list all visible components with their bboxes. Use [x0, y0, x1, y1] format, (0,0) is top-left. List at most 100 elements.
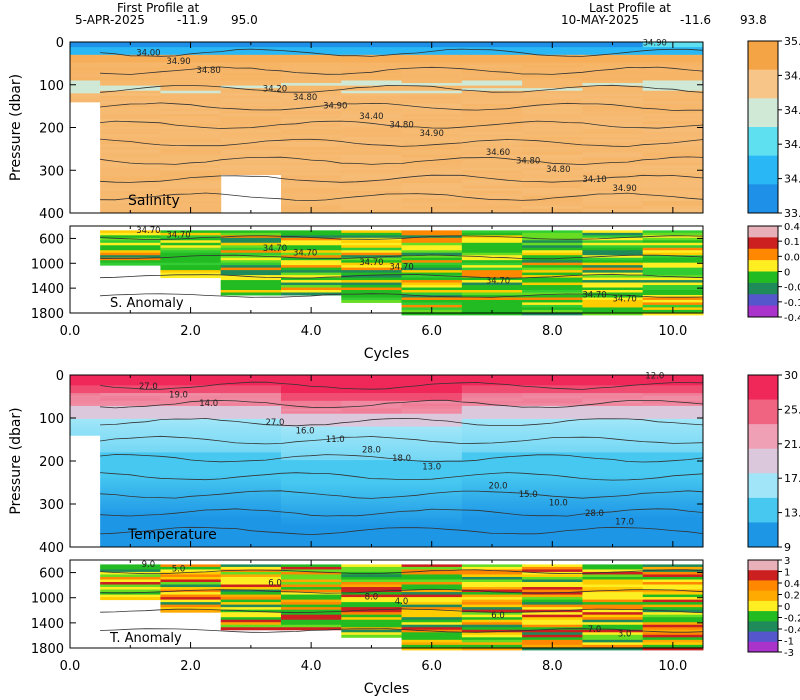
contour-label: 34.80: [293, 93, 317, 103]
data-cell: [401, 516, 463, 520]
anomaly-cell: [461, 299, 523, 303]
data-cell: [461, 390, 523, 394]
data-cell: [281, 529, 342, 533]
data-cell: [522, 393, 583, 397]
anomaly-cell: [522, 629, 583, 633]
anomaly-cell: [642, 265, 704, 269]
anomaly-cell: [281, 619, 342, 623]
data-cell: [220, 118, 282, 123]
data-cell: [341, 154, 403, 158]
data-cell: [582, 501, 644, 505]
data-cell: [461, 116, 523, 120]
anomaly-cell: [220, 235, 282, 239]
anomaly-cell: [160, 265, 222, 269]
anomaly-cell: [461, 574, 523, 578]
data-cell: [401, 498, 463, 502]
data-cell: [220, 454, 282, 459]
data-cell: [220, 426, 282, 430]
anomaly-cell: [100, 576, 161, 580]
data-cell: [522, 152, 583, 156]
data-cell: [522, 67, 583, 71]
contour-label: 12.0: [645, 371, 664, 381]
x-tick-label: 10.0: [658, 324, 687, 339]
data-cell: [461, 206, 523, 210]
contour-label: 34.00: [136, 49, 160, 59]
data-cell: [220, 149, 282, 153]
data-cell: [522, 426, 583, 430]
data-cell: [401, 193, 463, 197]
data-cell: [281, 467, 342, 471]
data-cell: [642, 180, 704, 184]
data-cell: [341, 52, 403, 56]
anomaly-cell: [160, 571, 222, 575]
data-cell: [522, 395, 583, 399]
data-cell: [281, 395, 342, 399]
data-cell: [522, 154, 583, 158]
data-cell: [582, 377, 644, 381]
data-cell: [341, 93, 403, 97]
anomaly-cell: [642, 582, 704, 586]
data-cell: [642, 134, 704, 138]
data-cell: [582, 188, 644, 192]
data-cell: [642, 142, 704, 146]
anomaly-cell: [281, 566, 342, 570]
anomaly-cell: [582, 270, 644, 274]
data-cell: [160, 444, 222, 448]
anomaly-cell: [642, 634, 704, 638]
data-cell: [461, 395, 523, 399]
data-cell: [100, 511, 161, 515]
data-cell: [461, 426, 523, 430]
data-cell: [281, 457, 342, 461]
anomaly-cell: [341, 290, 403, 293]
data-cell: [461, 185, 523, 189]
data-cell: [70, 385, 101, 389]
data-cell: [401, 139, 463, 143]
colorbar-swatch: [748, 127, 778, 157]
data-cell: [522, 493, 583, 497]
data-cell: [642, 522, 704, 526]
data-cell: [582, 134, 644, 138]
data-cell: [341, 452, 403, 456]
data-cell: [401, 452, 463, 456]
anomaly-cell: [461, 297, 523, 301]
data-cell: [160, 201, 222, 205]
anomaly-cell: [461, 230, 523, 234]
data-cell: [461, 377, 523, 381]
y-tick-label: 100: [39, 79, 64, 94]
data-cell: [281, 57, 342, 61]
anomaly-cell: [461, 639, 523, 643]
data-cell: [100, 405, 161, 410]
y-tick-label: 300: [39, 498, 64, 513]
anomaly-cell: [341, 599, 403, 603]
data-cell: [220, 540, 282, 544]
data-cell: [461, 100, 523, 105]
last-profile-label: Last Profile at: [589, 1, 671, 15]
anomaly-cell: [220, 574, 282, 578]
data-cell: [582, 121, 644, 125]
contour-line: [100, 588, 704, 594]
data-cell: [220, 75, 282, 79]
data-cell: [220, 475, 282, 479]
data-cell: [522, 447, 583, 451]
data-cell: [341, 59, 403, 64]
data-cell: [281, 532, 342, 536]
data-cell: [341, 509, 403, 513]
data-cell: [401, 93, 463, 97]
data-cell: [582, 126, 644, 130]
data-cell: [522, 424, 583, 428]
anomaly-cell: [522, 566, 583, 570]
data-cell: [461, 165, 523, 169]
anomaly-cell: [220, 602, 282, 606]
anomaly-cell: [281, 265, 342, 269]
data-cell: [461, 493, 523, 497]
anomaly-cell: [642, 299, 704, 303]
data-cell: [160, 462, 222, 466]
data-cell: [160, 488, 222, 492]
data-cell: [582, 198, 644, 202]
anomaly-cell: [461, 270, 523, 274]
data-cell: [401, 405, 463, 410]
data-cell: [281, 185, 342, 189]
anomaly-cell: [582, 634, 644, 638]
data-cell: [461, 509, 523, 513]
data-cell: [522, 380, 583, 384]
